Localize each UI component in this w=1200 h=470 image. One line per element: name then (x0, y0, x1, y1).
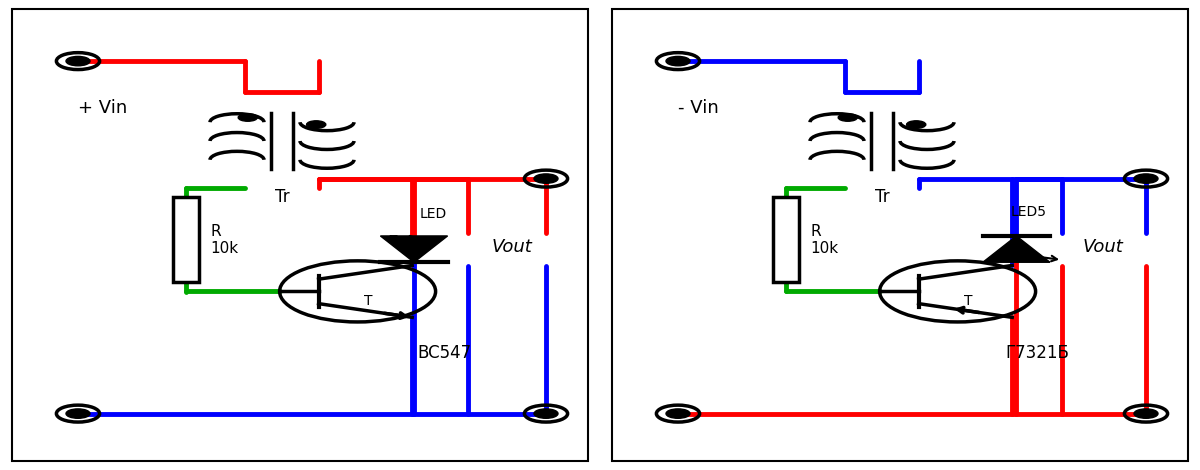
Bar (773, 197, 799, 282)
Circle shape (666, 409, 690, 418)
Circle shape (66, 409, 90, 418)
Text: BC547: BC547 (418, 344, 472, 361)
Text: LED: LED (420, 207, 448, 221)
Circle shape (66, 56, 90, 66)
Text: R
10k: R 10k (210, 224, 238, 256)
Polygon shape (983, 236, 1050, 262)
Text: Tr: Tr (275, 188, 289, 206)
Text: Vout: Vout (492, 238, 533, 256)
Text: + Vin: + Vin (78, 99, 127, 117)
Circle shape (666, 56, 690, 66)
Text: Г7321Б: Г7321Б (1006, 344, 1069, 361)
Bar (173, 197, 199, 282)
Text: R
10k: R 10k (810, 224, 838, 256)
Circle shape (534, 409, 558, 418)
Text: T: T (964, 294, 972, 308)
Circle shape (839, 114, 858, 121)
Text: LED5: LED5 (1010, 204, 1046, 219)
Text: Tr: Tr (875, 188, 889, 206)
Circle shape (1134, 409, 1158, 418)
Text: - Vin: - Vin (678, 99, 719, 117)
Circle shape (307, 121, 326, 128)
Text: Vout: Vout (1082, 238, 1123, 256)
Circle shape (238, 114, 257, 121)
Polygon shape (380, 236, 448, 262)
Circle shape (1134, 174, 1158, 183)
Text: T: T (364, 294, 372, 308)
Circle shape (907, 121, 926, 128)
Circle shape (534, 174, 558, 183)
